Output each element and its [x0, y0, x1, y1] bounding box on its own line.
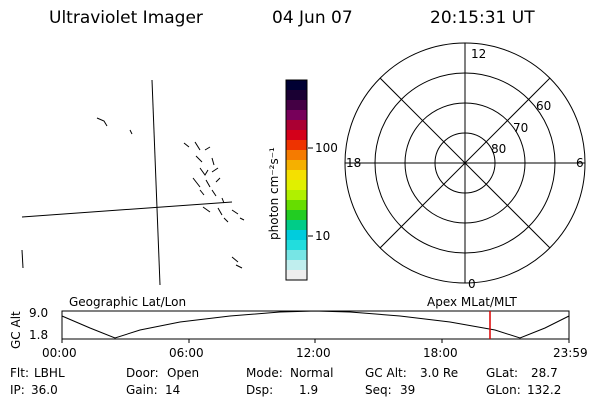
mode-value: Normal [290, 366, 334, 380]
door-value: Open [167, 366, 200, 380]
mlt-label-0: 0 [468, 277, 476, 291]
gain-value: 14 [165, 383, 181, 397]
seq-label: Seq: [365, 383, 392, 397]
color-bar-tick-10: 10 [315, 229, 331, 243]
color-bar-segment [286, 210, 307, 221]
color-bar-segment [286, 270, 307, 281]
coastline-fragments [96, 117, 245, 269]
color-bar-segment [286, 260, 307, 271]
gc-alt-value: 3.0 Re [420, 366, 459, 380]
color-bar-ticks [308, 147, 313, 237]
timeline-frame [61, 310, 570, 340]
y-tick-1-8: 1.8 [29, 328, 49, 342]
flt-value: LBHL [34, 366, 65, 380]
y-tick-9: 9.0 [29, 306, 49, 320]
altitude-timeline [61, 310, 570, 343]
x-tick-1800: 18:00 [423, 346, 458, 360]
door-label: Door: [126, 366, 159, 380]
time-label: 20:15:31 UT [430, 8, 535, 28]
color-bar-segment [286, 90, 307, 101]
dsp-label: Dsp: [246, 383, 274, 397]
glon-label: GLon: [486, 383, 521, 397]
mlt-label-6: 6 [576, 156, 584, 170]
color-bar-segment [286, 130, 307, 141]
color-bar-frame [285, 79, 308, 281]
color-bar-segment [286, 170, 307, 181]
dsp-value: 1.9 [299, 383, 319, 397]
ip-value: 36.0 [31, 383, 58, 397]
color-bar [285, 79, 308, 281]
instrument-title: Ultraviolet Imager [49, 8, 203, 28]
color-bar-segment [286, 240, 307, 251]
color-bar-segment [286, 110, 307, 121]
color-bar-segment [286, 140, 307, 151]
glon-value: 132.2 [527, 383, 562, 397]
geographic-image-panel [21, 79, 245, 286]
color-bar-segment [286, 120, 307, 131]
gc-alt-label: GC Alt: [365, 366, 407, 380]
flt-label: Flt: [10, 366, 29, 380]
mlt-label-18: 18 [346, 156, 362, 170]
color-bar-segment [286, 150, 307, 161]
color-bar-segment [286, 230, 307, 241]
date-label: 04 Jun 07 [272, 8, 353, 28]
geographic-caption: Geographic Lat/Lon [69, 295, 187, 309]
boundary-line [21, 249, 24, 269]
x-tick-2359: 23:59 [553, 346, 588, 360]
lat-label-60: 60 [536, 99, 552, 113]
mlt-diagonal-2 [379, 77, 551, 249]
meridian-line [151, 79, 161, 286]
color-bar-segment [286, 220, 307, 231]
mlt-label-12: 12 [471, 47, 487, 61]
color-bar-tick-100: 100 [315, 141, 338, 155]
gc-alt-axis-label: GC Alt [9, 311, 23, 349]
color-bar-segment [286, 190, 307, 201]
color-bar-segment [286, 200, 307, 211]
color-bar-segment [286, 160, 307, 171]
color-bar-segment [286, 180, 307, 191]
color-bar-segment [286, 250, 307, 261]
parallel-line [21, 201, 233, 218]
color-bar-unit-label: photon cm⁻²s⁻¹ [267, 147, 281, 240]
apex-caption: Apex MLat/MLT [427, 295, 517, 309]
gain-label: Gain: [126, 383, 158, 397]
lat-label-80: 80 [491, 142, 507, 156]
ip-label: IP: [10, 383, 25, 397]
x-tick-1200: 12:00 [296, 346, 331, 360]
x-tick-0000: 00:00 [42, 346, 77, 360]
glat-label: GLat: [486, 366, 519, 380]
color-bar-segment [286, 100, 307, 111]
altitude-curve [61, 310, 570, 339]
mode-label: Mode: [246, 366, 283, 380]
x-tick-0600: 06:00 [169, 346, 204, 360]
seq-value: 39 [400, 383, 416, 397]
polar-plot [344, 42, 586, 284]
lat-label-70: 70 [513, 121, 529, 135]
glat-value: 28.7 [531, 366, 558, 380]
color-bar-segment [286, 80, 307, 91]
